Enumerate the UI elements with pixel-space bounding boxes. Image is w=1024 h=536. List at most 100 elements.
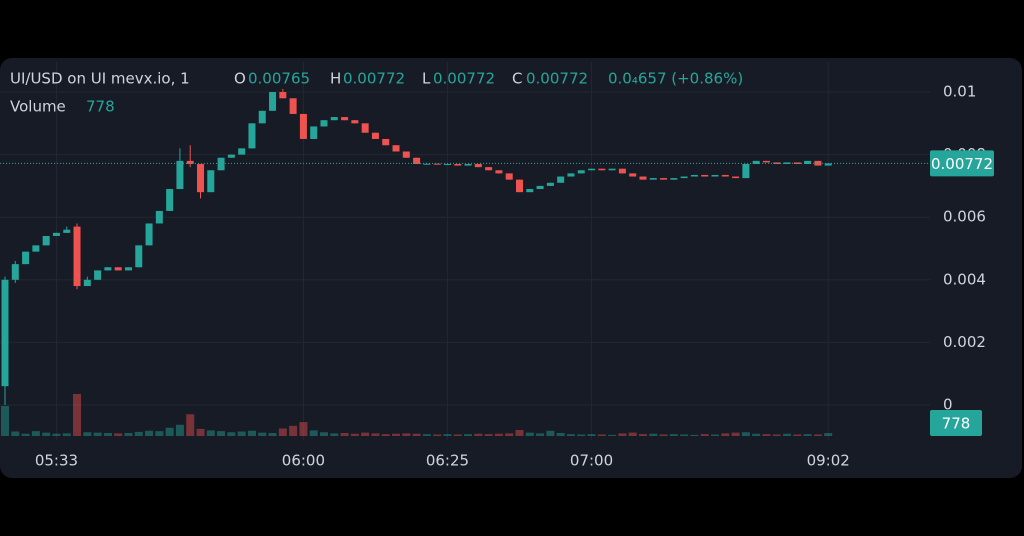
volume-bar — [330, 433, 339, 436]
volume-bar — [186, 414, 195, 436]
candle-body — [588, 168, 596, 171]
volume-bar — [803, 434, 812, 436]
candle-body — [536, 185, 544, 190]
candle-body — [94, 270, 102, 280]
candle-body — [485, 167, 493, 171]
volume-bar — [237, 431, 246, 436]
volume-bar — [587, 434, 596, 436]
volume-bar — [392, 433, 401, 436]
volume-bar — [752, 433, 761, 436]
candle-body — [269, 92, 277, 111]
volume-bar — [453, 434, 462, 436]
volume-bar — [1, 406, 9, 436]
candle-body — [402, 151, 410, 158]
volume-bar — [525, 432, 534, 436]
volume-bar — [319, 432, 328, 436]
volume-bar — [618, 433, 627, 436]
volume-bar — [443, 434, 452, 436]
candle-body — [732, 176, 740, 179]
volume-bar — [103, 433, 112, 436]
volume-bar — [124, 433, 133, 436]
candle-body — [32, 245, 40, 252]
volume-bar — [700, 434, 709, 436]
volume-bar — [731, 432, 740, 436]
volume-bar — [175, 424, 184, 436]
candle-body — [104, 267, 112, 271]
volume-bar — [21, 433, 30, 436]
volume-bar — [83, 432, 92, 436]
volume-bar — [659, 434, 668, 436]
volume-bar — [206, 430, 215, 436]
candle-body — [670, 178, 678, 180]
volume-bar — [515, 430, 524, 436]
volume-bar — [566, 434, 575, 436]
volume-bar — [350, 433, 359, 436]
legend-value: 0.00765 — [248, 70, 310, 88]
volume-bar — [52, 433, 61, 436]
candle-body — [752, 160, 760, 165]
legend-label: L — [422, 70, 431, 88]
y-tick-label: 0.002 — [943, 333, 986, 351]
candle-body — [639, 176, 647, 180]
volume-bar — [433, 434, 442, 436]
volume-bar — [680, 434, 689, 436]
volume-bar — [484, 434, 493, 436]
volume-label: Volume — [10, 98, 66, 116]
candle-body — [83, 279, 91, 287]
candle-body — [649, 178, 657, 180]
candle-body — [330, 117, 338, 121]
volume-bar — [31, 431, 40, 436]
candle-body — [690, 174, 698, 177]
volume-value: 778 — [86, 98, 115, 116]
candle-body — [382, 138, 390, 146]
candle-body — [773, 162, 781, 165]
candle-body — [371, 132, 379, 139]
volume-bar — [93, 432, 102, 436]
volume-bar — [165, 427, 174, 436]
legend-label: O — [234, 70, 246, 88]
legend-change: 0.0₄657 (+0.86%) — [608, 70, 743, 88]
candle-body — [207, 170, 215, 193]
candle-body — [433, 163, 441, 165]
volume-bar — [536, 433, 545, 436]
volume-bar — [247, 430, 256, 436]
legend-value: 0.00772 — [433, 70, 495, 88]
volume-bar — [145, 430, 154, 436]
volume-bar — [546, 430, 555, 436]
candle-body — [197, 164, 205, 193]
x-tick-label: 07:00 — [570, 452, 613, 470]
volume-bar — [711, 434, 720, 436]
last-volume-box — [930, 410, 982, 436]
candle-body — [22, 251, 30, 265]
candle-body — [52, 232, 60, 236]
chart-title: UI/USD on UI mevx.io, 1 — [10, 70, 190, 88]
candle-body — [155, 210, 163, 224]
volume-bar — [813, 434, 822, 436]
candle-body — [145, 223, 153, 246]
volume-bar — [597, 434, 606, 436]
candle-body — [516, 179, 523, 193]
candle-body — [413, 157, 421, 165]
panel — [0, 58, 1022, 478]
volume-bar — [268, 433, 277, 436]
volume-bar — [196, 428, 205, 436]
volume-bar — [762, 434, 771, 436]
candle-body — [1, 279, 9, 387]
candle-body — [721, 174, 729, 177]
candle-body — [361, 123, 369, 133]
candle-body — [618, 168, 626, 174]
y-tick-label: 0.004 — [943, 270, 986, 288]
candle-body — [176, 160, 184, 190]
volume-bar — [649, 433, 658, 436]
candle-body — [299, 113, 307, 139]
x-tick-label: 09:02 — [807, 452, 850, 470]
candle-body — [73, 226, 81, 287]
candle-body — [629, 173, 637, 177]
candle-body — [258, 110, 266, 124]
volume-bar — [62, 433, 71, 436]
volume-bar — [340, 433, 349, 436]
volume-bar — [669, 434, 678, 436]
volume-bar — [155, 431, 164, 436]
candle-body — [546, 182, 554, 186]
